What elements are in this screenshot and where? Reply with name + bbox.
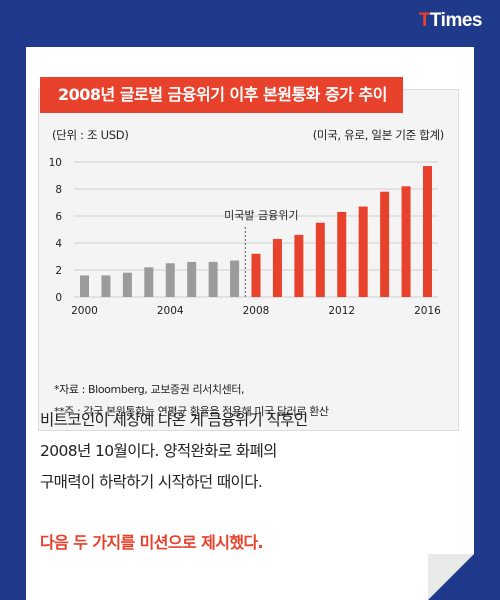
x-tick-label: 2004 bbox=[157, 305, 184, 317]
x-tick-label: 2012 bbox=[328, 305, 355, 317]
bar bbox=[251, 253, 261, 297]
bar bbox=[337, 211, 347, 297]
y-tick-label: 10 bbox=[49, 157, 62, 169]
y-tick-label: 2 bbox=[55, 265, 62, 277]
bar bbox=[401, 186, 411, 297]
bar bbox=[315, 222, 325, 297]
page-fold bbox=[428, 554, 474, 600]
x-tick-label: 2016 bbox=[414, 305, 441, 317]
logo-accent: T bbox=[418, 10, 431, 31]
bar-chart: 0 2 4 6 8 10 2000 2004 2008 2012 2016 미국발 금융위기 bbox=[49, 157, 442, 317]
body-line: 구매력이 하락하기 시작하던 때이다. bbox=[40, 473, 263, 491]
bar bbox=[294, 234, 304, 297]
chart-title: 2008년 글로벌 금융위기 이후 본원통화 증가 추이 bbox=[40, 77, 403, 113]
footnote-line: **주 : 각국 본원통화는 연평균 환율을 적용해 미국 달러로 환산 bbox=[54, 405, 329, 418]
bar bbox=[423, 166, 432, 297]
bar bbox=[187, 261, 197, 297]
y-tick-label: 8 bbox=[55, 184, 62, 196]
source-line: *자료 : Bloomberg, 교보증권 리서치센터, bbox=[54, 383, 245, 396]
body-line: 2008년 10월이다. 양적완화로 화폐의 bbox=[40, 442, 277, 460]
bar bbox=[380, 191, 390, 297]
logo: TTimes bbox=[418, 10, 483, 32]
y-tick-label: 0 bbox=[55, 292, 62, 304]
x-tick-label: 2000 bbox=[71, 305, 98, 317]
bar bbox=[230, 260, 240, 297]
bar bbox=[80, 275, 89, 297]
bar bbox=[101, 275, 111, 297]
mission-text: 다음 두 가지를 미션으로 제시했다. bbox=[40, 533, 264, 552]
x-tick-label: 2008 bbox=[243, 305, 270, 317]
bar bbox=[358, 206, 368, 297]
note-label: (미국, 유로, 일본 기준 합계) bbox=[312, 128, 445, 142]
bar bbox=[272, 238, 282, 297]
body-line: 비트코인이 세상에 나온 게 금융위기 직후인 bbox=[40, 411, 308, 429]
annotation-label: 미국발 금융위기 bbox=[224, 209, 298, 222]
y-tick-label: 4 bbox=[55, 238, 62, 250]
sources: *자료 : Bloomberg, 교보증권 리서치센터, **주 : 각국 본원… bbox=[54, 379, 329, 423]
unit-label: (단위 : 조 USD) bbox=[52, 128, 129, 142]
bar bbox=[122, 272, 132, 297]
body-text: 비트코인이 세상에 나온 게 금융위기 직후인 2008년 10월이다. 양적완… bbox=[40, 405, 460, 498]
bar bbox=[208, 261, 218, 297]
logo-text: Times bbox=[429, 10, 483, 31]
bar bbox=[144, 267, 154, 297]
content-card: 2008년 글로벌 금융위기 이후 본원통화 증가 추이 (단위 : 조 USD… bbox=[26, 47, 474, 600]
y-tick-label: 6 bbox=[55, 211, 62, 223]
bar bbox=[165, 263, 175, 297]
